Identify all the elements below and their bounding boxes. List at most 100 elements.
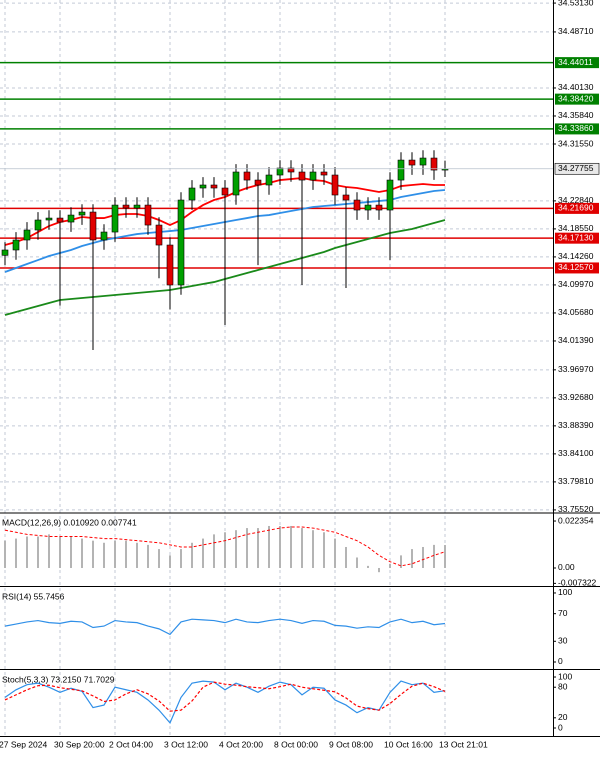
x-tick-label: 8 Oct 00:00 xyxy=(274,739,318,749)
candle-body xyxy=(287,167,295,173)
y-tick-label: 33.84100 xyxy=(558,448,594,458)
y-tick-label: 33.75520 xyxy=(558,504,594,514)
macd-bar xyxy=(444,545,446,568)
candle-body xyxy=(298,171,306,181)
candle-body xyxy=(100,231,108,241)
x-tick-label: 27 Sep 2024 xyxy=(0,739,47,749)
candle-body xyxy=(56,217,64,223)
y-tick-label: 33.92680 xyxy=(558,392,594,402)
macd-bar xyxy=(279,525,281,568)
macd-bar xyxy=(191,542,193,568)
level-label-box xyxy=(555,93,599,105)
candle-body xyxy=(23,229,31,241)
macd-bar xyxy=(59,536,61,568)
candle-body xyxy=(397,159,405,181)
macd-bar xyxy=(81,538,83,568)
candle-body xyxy=(265,174,273,186)
candle-body xyxy=(243,171,251,181)
candle-body xyxy=(177,199,185,286)
y-tick-label: 33.79810 xyxy=(558,476,594,486)
grid-layer xyxy=(0,0,553,736)
level-label: 34.17130 xyxy=(558,232,594,242)
level-label: 34.33860 xyxy=(558,123,594,133)
panel-title: RSI(14) 55.7456 xyxy=(2,591,65,601)
candle-body xyxy=(67,214,75,223)
candle-body xyxy=(144,204,152,226)
y-tick-label: 33.96970 xyxy=(558,364,594,374)
y-tick-label: 33.88390 xyxy=(558,420,594,430)
candle-body xyxy=(122,204,130,209)
candle-body xyxy=(353,199,361,211)
candle-body xyxy=(45,217,53,221)
macd-bar xyxy=(224,532,226,568)
macd-bar xyxy=(323,532,325,568)
macd-bar xyxy=(411,549,413,568)
macd-bar xyxy=(92,540,94,568)
y-tick-label: 0.00 xyxy=(558,562,575,572)
candle-body xyxy=(331,174,339,196)
candle-body xyxy=(199,184,207,189)
y-tick-label: 34.53130 xyxy=(558,0,594,7)
y-tick-label: 34.31550 xyxy=(558,138,594,148)
y-tick-label: 30 xyxy=(558,636,568,646)
candle-body xyxy=(166,244,174,286)
candle-body xyxy=(232,171,240,196)
macd-bar xyxy=(422,546,424,568)
candle-body xyxy=(276,167,284,176)
macd-bar xyxy=(400,555,402,568)
macd-bar xyxy=(268,525,270,568)
y-tick-label: -0.007322 xyxy=(558,578,597,588)
macd-bar xyxy=(202,538,204,568)
macd-signal xyxy=(4,526,446,567)
last-price-label: 34.27755 xyxy=(558,163,594,173)
y-tick-label: 0 xyxy=(558,656,563,666)
level-label: 34.12570 xyxy=(558,262,594,272)
macd-bar xyxy=(136,542,138,568)
candle-body xyxy=(78,211,86,216)
macd-bar xyxy=(290,525,292,568)
y-tick-label: 70 xyxy=(558,608,568,618)
macd-bar xyxy=(345,546,347,568)
level-label-box xyxy=(555,123,599,135)
macd-bar xyxy=(37,536,39,568)
macd-bar xyxy=(4,540,6,568)
panel-title: Stoch(5,3,3) 73.2150 71.7029 xyxy=(2,674,115,684)
macd-bar xyxy=(125,540,127,568)
level-label-box xyxy=(555,202,599,214)
x-tick-label: 10 Oct 16:00 xyxy=(384,739,433,749)
candle-body xyxy=(408,159,416,166)
macd-bar xyxy=(180,549,182,568)
y-tick-label: 34.18550 xyxy=(558,223,594,233)
macd-bar xyxy=(433,544,435,568)
y-tick-label: 100 xyxy=(558,671,572,681)
y-tick-label: 34.40130 xyxy=(558,82,594,92)
panel-title: MACD(12,26,9) 0.010920 0.007741 xyxy=(2,517,137,527)
candle-body xyxy=(89,211,97,241)
y-tick-label: 100 xyxy=(558,587,572,597)
last-price-box xyxy=(554,162,600,175)
macd-bar xyxy=(26,536,28,568)
macd-bar xyxy=(147,544,149,568)
macd-bar xyxy=(356,557,358,568)
x-tick-label: 2 Oct 04:00 xyxy=(109,739,153,749)
x-tick-label: 4 Oct 20:00 xyxy=(219,739,263,749)
macd-bar xyxy=(158,549,160,568)
y-tick-label: 80 xyxy=(558,681,568,691)
x-tick-label: 30 Sep 20:00 xyxy=(54,739,105,749)
y-tick-label: 34.35840 xyxy=(558,110,594,120)
level-label-box xyxy=(555,57,599,69)
candle-body xyxy=(1,249,9,256)
indicator-line xyxy=(4,681,446,712)
macd-bar xyxy=(48,534,50,568)
macd-bar xyxy=(378,567,380,573)
macd-bar xyxy=(312,530,314,568)
level-label-box xyxy=(555,232,599,244)
candle-body xyxy=(375,204,383,211)
candle-body xyxy=(386,179,394,211)
level-label: 34.21690 xyxy=(558,203,594,213)
macd-bar xyxy=(257,528,259,568)
